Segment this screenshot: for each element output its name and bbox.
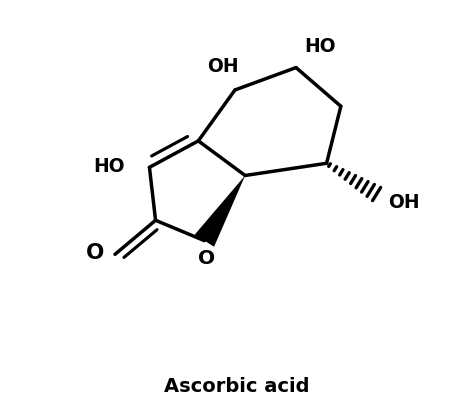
Polygon shape [195,176,245,247]
Text: OH: OH [388,193,420,212]
Text: OH: OH [207,57,238,76]
Text: HO: HO [93,156,125,175]
Text: HO: HO [305,36,336,56]
Text: O: O [198,249,215,267]
Text: Ascorbic acid: Ascorbic acid [164,376,310,395]
Text: O: O [85,243,104,263]
